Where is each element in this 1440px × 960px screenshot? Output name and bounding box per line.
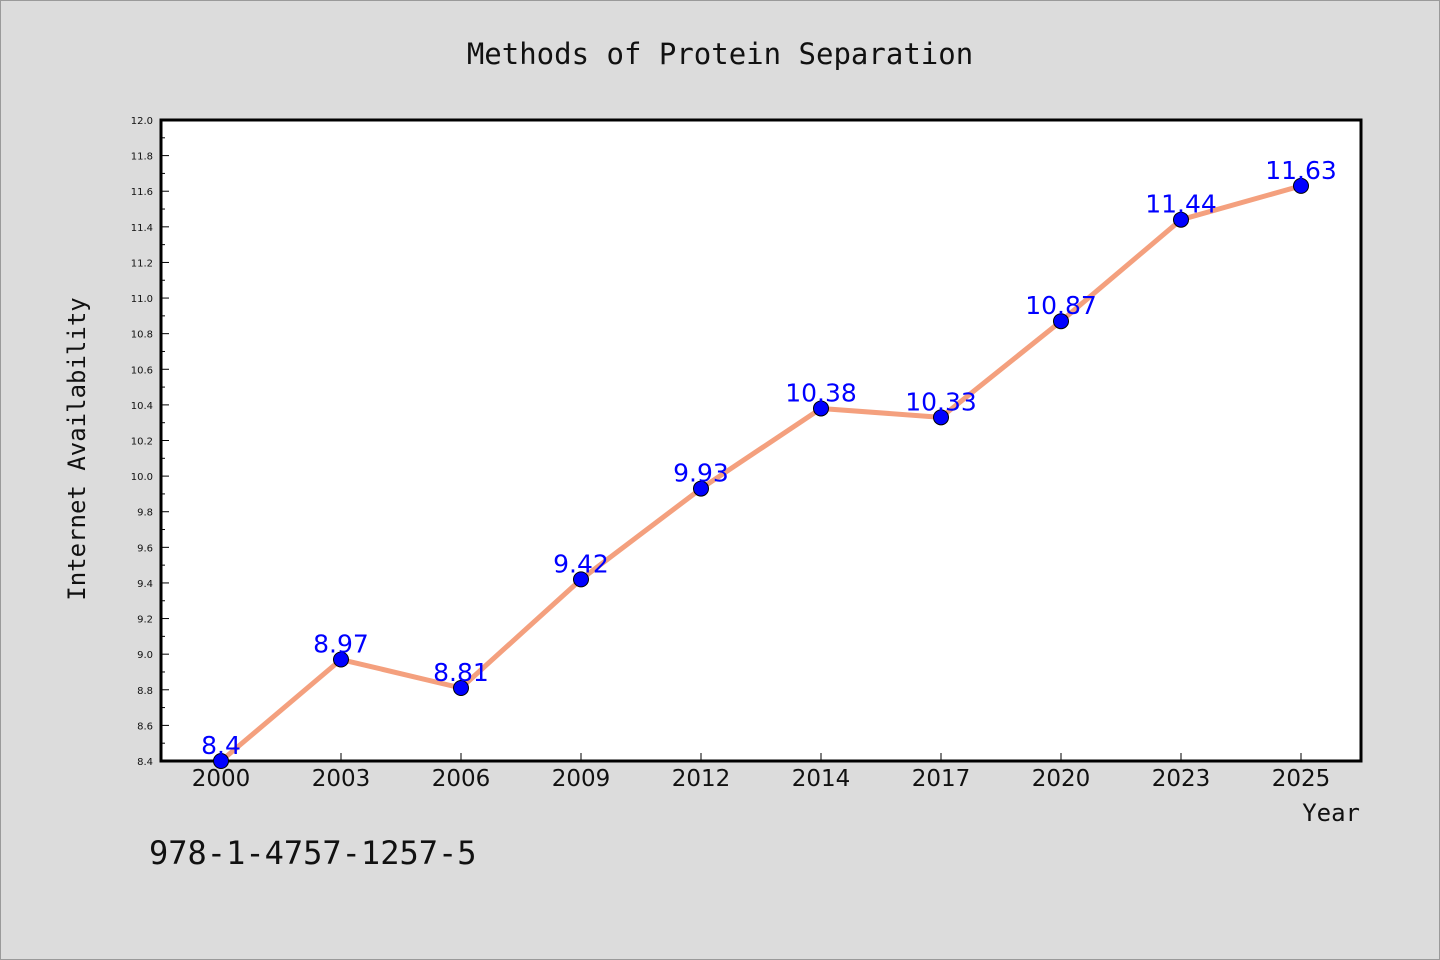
x-tick-label: 2020 [1032,766,1091,792]
data-point [933,409,949,426]
y-axis: 8.4 8.6 8.8 9.0 9.2 9.4 9.6 9.8 10.0 10.2 10.4 10.6… [131,116,169,768]
y-axis-label: Internet Availability [63,297,91,600]
y-tick-label: 8.8 [137,686,153,697]
x-tick-label: 2017 [912,766,971,792]
y-tick-label: 9.8 [137,508,153,519]
y-tick-label: 11.4 [131,223,153,234]
data-label: 11.63 [1265,156,1337,185]
y-tick-label: 11.8 [131,152,153,163]
data-point [333,651,349,668]
y-tick-label: 9.0 [137,650,153,661]
y-tick-label: 10.0 [131,472,153,483]
x-axis-label: Year [1302,799,1360,827]
x-tick-label: 2006 [432,766,491,792]
data-point [573,571,589,588]
x-tick-label: 2003 [312,766,371,792]
data-point [1293,177,1309,194]
x-tick-label: 2012 [672,766,731,792]
data-label: 9.42 [553,549,609,578]
y-tick-label: 11.6 [131,187,153,198]
chart-title: Methods of Protein Separation [467,37,973,71]
series-line [218,183,1304,764]
data-label: 9.93 [673,459,729,488]
data-label: 10.87 [1025,291,1097,320]
y-tick-label: 10.8 [131,330,153,341]
x-tick-label: 2000 [192,766,251,792]
data-labels: 8.4 8.97 8.81 9.42 9.93 10.38 10.33 10.87 11.44 1… [201,156,1337,760]
data-label: 10.38 [785,378,857,407]
data-label: 8.97 [313,630,369,659]
data-label: 8.81 [433,658,489,687]
x-tick-label: 2014 [792,766,851,792]
x-tick-label: 2009 [552,766,611,792]
data-point [213,753,229,769]
y-tick-label: 8.4 [137,757,153,768]
data-point [1053,313,1069,330]
data-label: 8.4 [201,731,241,760]
data-point [1173,211,1189,228]
x-tick-label: 2023 [1152,766,1211,792]
y-tick-label: 8.6 [137,721,153,732]
data-point [693,480,709,497]
data-label: 10.33 [905,387,977,416]
y-tick-label: 9.4 [137,579,153,590]
data-point [453,679,469,696]
x-axis: 2000 2003 2006 2009 2012 2014 2017 2020 2023 2025 [192,753,1331,792]
y-tick-label: 10.6 [131,365,153,376]
y-tick-label: 10.2 [131,437,153,448]
isbn-text: 978-1-4757-1257-5 [149,834,477,872]
y-tick-label: 9.2 [137,615,153,626]
x-tick-label: 2025 [1272,766,1331,792]
y-tick-label: 10.4 [131,401,153,412]
y-tick-label: 11.2 [131,258,153,269]
series-layer [213,177,1309,769]
data-label: 11.44 [1145,190,1217,219]
plot-area [159,118,1363,763]
y-tick-label: 12.0 [131,116,153,127]
y-tick-label: 9.6 [137,543,153,554]
data-point [813,400,829,417]
y-tick-label: 11.0 [131,294,153,305]
